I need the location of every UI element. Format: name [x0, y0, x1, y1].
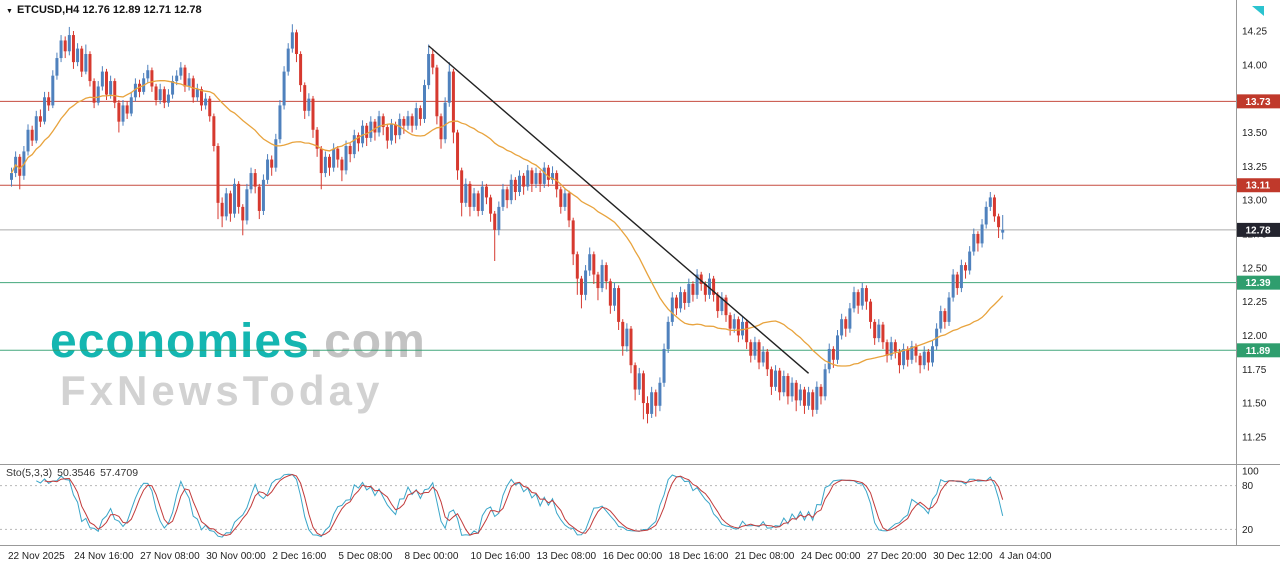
chart-title: ▼ ETCUSD,H4 12.76 12.89 12.71 12.78 [6, 4, 202, 16]
svg-text:27 Nov 08:00: 27 Nov 08:00 [140, 551, 200, 562]
svg-text:24 Nov 16:00: 24 Nov 16:00 [74, 551, 134, 562]
svg-text:13.25: 13.25 [1242, 162, 1267, 173]
watermark: economies.com FxNewsToday [50, 318, 426, 412]
svg-text:11.89: 11.89 [1246, 346, 1271, 357]
svg-text:30 Dec 12:00: 30 Dec 12:00 [933, 551, 993, 562]
svg-text:11.75: 11.75 [1242, 365, 1267, 376]
svg-text:27 Dec 20:00: 27 Dec 20:00 [867, 551, 927, 562]
svg-text:8 Dec 00:00: 8 Dec 00:00 [404, 551, 458, 562]
indicator-name: Sto(5,3,3) [6, 467, 53, 479]
svg-text:21 Dec 08:00: 21 Dec 08:00 [735, 551, 795, 562]
svg-text:12.50: 12.50 [1242, 263, 1267, 274]
svg-text:4 Jan 04:00: 4 Jan 04:00 [999, 551, 1052, 562]
svg-text:12.39: 12.39 [1245, 278, 1270, 289]
svg-text:20: 20 [1242, 525, 1254, 536]
svg-text:14.00: 14.00 [1242, 60, 1267, 71]
price-badges: 13.73 13.11 12.39 11.89 12.78 [1237, 94, 1280, 358]
svg-text:13.73: 13.73 [1245, 97, 1270, 108]
indicator-k-value: 50.3546 [57, 467, 96, 479]
svg-text:30 Nov 00:00: 30 Nov 00:00 [206, 551, 266, 562]
symbol-dropdown-icon[interactable]: ▼ [6, 7, 13, 15]
svg-text:10 Dec 16:00: 10 Dec 16:00 [471, 551, 531, 562]
watermark-line1: economies.com [50, 318, 426, 366]
indicator-axis[interactable]: 100 80 20 [1242, 467, 1259, 536]
svg-text:12.25: 12.25 [1242, 297, 1267, 308]
svg-text:18 Dec 16:00: 18 Dec 16:00 [669, 551, 729, 562]
svg-text:24 Dec 00:00: 24 Dec 00:00 [801, 551, 861, 562]
svg-text:13.50: 13.50 [1242, 128, 1267, 139]
watermark-domain: .com [309, 315, 426, 368]
trend-line[interactable] [428, 45, 810, 374]
svg-text:2 Dec 16:00: 2 Dec 16:00 [272, 551, 326, 562]
svg-text:16 Dec 00:00: 16 Dec 00:00 [603, 551, 663, 562]
svg-text:13.11: 13.11 [1246, 181, 1271, 192]
svg-text:13 Dec 08:00: 13 Dec 08:00 [537, 551, 597, 562]
svg-text:12.78: 12.78 [1245, 225, 1270, 236]
svg-text:100: 100 [1242, 467, 1259, 478]
svg-text:80: 80 [1242, 481, 1254, 492]
candlestick-series [10, 24, 1005, 424]
indicator-label: Sto(5,3,3) 50.3546 57.4709 [6, 467, 143, 479]
chart-title-text: ETCUSD,H4 12.76 12.89 12.71 12.78 [16, 4, 202, 16]
watermark-brand: economies [50, 315, 310, 368]
svg-text:11.50: 11.50 [1242, 399, 1267, 410]
watermark-subtitle: FxNewsToday [60, 367, 384, 414]
svg-text:12.00: 12.00 [1242, 331, 1267, 342]
moving-average-line[interactable] [10, 79, 1004, 367]
stochastic-d-line [44, 473, 1004, 537]
chart-corner-marker-icon [1252, 6, 1264, 16]
indicator-d-value: 57.4709 [100, 467, 139, 479]
svg-text:5 Dec 08:00: 5 Dec 08:00 [338, 551, 392, 562]
time-axis[interactable]: 22 Nov 2025 24 Nov 16:00 27 Nov 08:00 30 No… [8, 551, 1052, 562]
svg-text:13.00: 13.00 [1242, 196, 1267, 207]
svg-text:22 Nov 2025: 22 Nov 2025 [8, 551, 65, 562]
stochastic-k-line [36, 473, 1004, 538]
svg-text:11.25: 11.25 [1242, 432, 1267, 443]
svg-text:14.25: 14.25 [1242, 27, 1267, 38]
